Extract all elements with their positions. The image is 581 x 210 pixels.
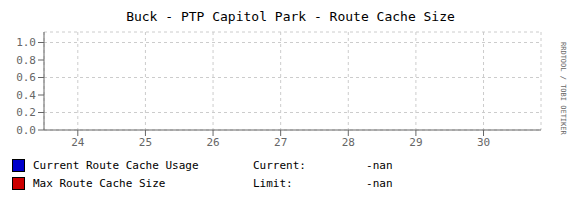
svg-text:0.8: 0.8: [16, 54, 36, 67]
html-text:-nan: -nan: [333, 176, 393, 190]
svg-text:26: 26: [206, 136, 219, 149]
svg-text:1.0: 1.0: [16, 36, 36, 49]
svg-text:28: 28: [342, 136, 355, 149]
svg-text:24: 24: [71, 136, 85, 149]
svg-text:27: 27: [274, 136, 287, 149]
svg-text:0.2: 0.2: [16, 106, 36, 119]
html-text:Max Route Cache Size: Max Route Cache Size: [33, 176, 166, 190]
html-text:Current:: Current:: [253, 158, 306, 172]
html-text:-nan: -nan: [333, 158, 393, 172]
svg-text:0.0: 0.0: [16, 124, 36, 137]
svg-text:30: 30: [477, 136, 490, 149]
svg-text:0.4: 0.4: [16, 89, 36, 102]
svg-text:25: 25: [139, 136, 152, 149]
svg-text:29: 29: [409, 136, 422, 149]
svg-text:0.6: 0.6: [16, 71, 36, 84]
html-text:Limit:: Limit:: [253, 176, 293, 190]
html-text:Buck - PTP Capitol Park - Rout: Buck - PTP Capitol Park - Route Cache Si…: [126, 9, 455, 24]
html-text:Current Route Cache Usage: Current Route Cache Usage: [33, 158, 199, 172]
html-text:RRDTOOL / TOBI OETIKER: RRDTOOL / TOBI OETIKER: [559, 41, 567, 135]
